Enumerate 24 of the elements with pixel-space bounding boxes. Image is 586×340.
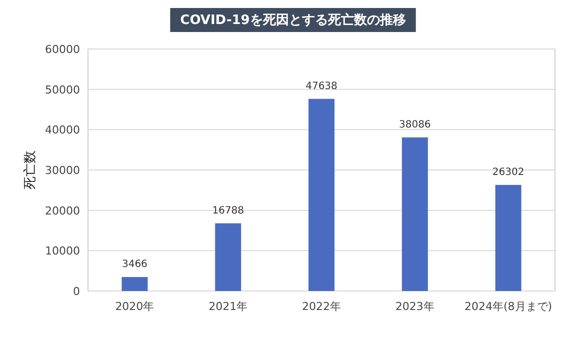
y-tick-label: 20000 — [45, 204, 80, 218]
bar — [215, 223, 242, 291]
bar — [495, 184, 522, 291]
chart-title: COVID-19を死因とする死亡数の推移 — [180, 12, 406, 28]
y-tick-label: 50000 — [45, 83, 80, 96]
y-tick-label: 60000 — [45, 43, 80, 56]
data-label: 3466 — [122, 259, 148, 270]
y-tick-label: 30000 — [45, 164, 80, 177]
data-label: 26302 — [492, 166, 524, 178]
data-label: 47638 — [306, 80, 338, 92]
x-tick-label: 2023年 — [395, 300, 434, 313]
bar — [122, 277, 148, 291]
x-tick-label: 2020年 — [115, 300, 154, 313]
bar — [402, 137, 428, 291]
y-tick-label: 10000 — [45, 244, 80, 258]
x-tick-label: 2024年(8月まで) — [464, 300, 552, 313]
bar — [308, 98, 334, 291]
data-label: 16788 — [212, 205, 244, 216]
x-tick-label: 2022年 — [302, 300, 341, 313]
y-axis-title: 死亡数 — [22, 150, 38, 190]
x-tick-label: 2021年 — [208, 300, 248, 313]
data-label: 38086 — [398, 119, 431, 130]
y-tick-label: 0 — [73, 285, 80, 298]
y-tick-label: 40000 — [45, 124, 80, 137]
